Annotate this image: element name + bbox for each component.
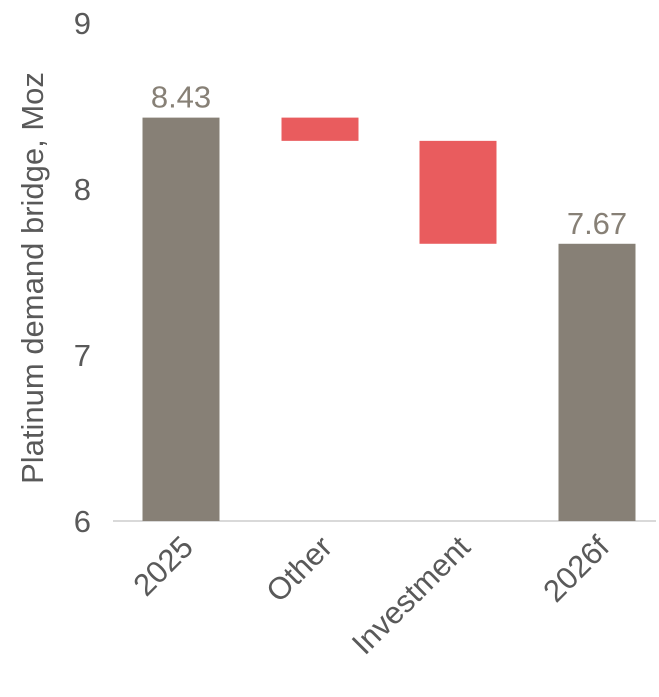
y-tick-label: 9: [74, 6, 91, 41]
bar-investment: [419, 140, 497, 244]
data-label-2025: 8.43: [151, 80, 211, 115]
x-category-label: Investment: [345, 529, 477, 661]
y-tick-label: 7: [74, 338, 91, 373]
y-tick-label: 8: [74, 172, 91, 207]
x-category-label: Other: [259, 529, 339, 609]
x-category-label: 2026f: [536, 529, 616, 609]
data-label-2026f: 7.67: [567, 206, 627, 241]
y-axis-title: Platinum demand bridge, Moz: [15, 72, 50, 484]
y-tick-label: 6: [74, 504, 91, 539]
bar-other: [281, 117, 359, 141]
bar-2025: [142, 117, 220, 522]
bar-2026f: [558, 243, 636, 521]
x-category-label: 2025: [126, 529, 200, 603]
